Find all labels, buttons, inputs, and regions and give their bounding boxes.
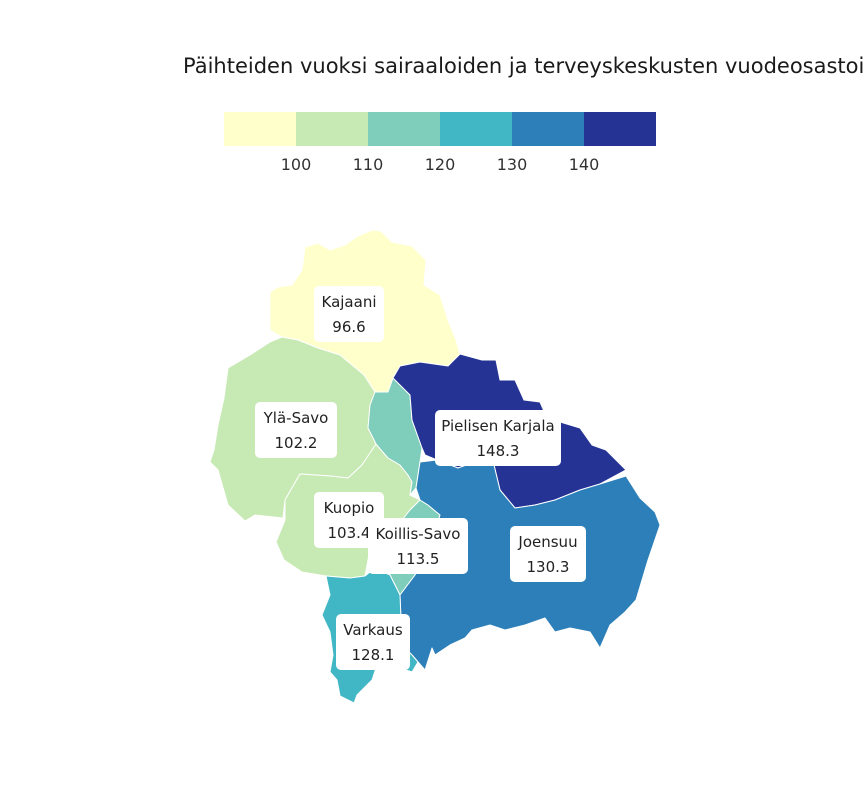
- label-kajaani-value: 96.6: [332, 318, 365, 336]
- label-koillis-savo-value: 113.5: [397, 550, 440, 568]
- label-yla-savo-name: Ylä-Savo: [263, 409, 329, 427]
- label-varkaus-box: [336, 614, 410, 670]
- map-title: Päihteiden vuoksi sairaaloiden ja tervey…: [183, 54, 864, 78]
- label-yla-savo-value: 102.2: [275, 434, 318, 452]
- label-kajaani-box: [314, 286, 384, 342]
- label-kajaani-name: Kajaani: [322, 293, 377, 311]
- legend-swatch-4: [440, 112, 512, 146]
- label-kuopio-box: [314, 492, 384, 548]
- legend-swatch-3: [368, 112, 440, 146]
- legend-swatch-2: [296, 112, 368, 146]
- legend-tick-110: 110: [353, 155, 384, 174]
- label-yla-savo-box: [255, 402, 337, 458]
- legend-tick-130: 130: [497, 155, 528, 174]
- label-varkaus-value: 128.1: [352, 646, 395, 664]
- legend-tick-140: 140: [569, 155, 600, 174]
- region-labels: Kajaani 96.6 Ylä-Savo 102.2 Kuopio 103.4…: [255, 286, 586, 670]
- legend-swatch-5: [512, 112, 584, 146]
- legend: 100 110 120 130 140: [224, 112, 656, 174]
- label-koillis-savo-name: Koillis-Savo: [376, 525, 461, 543]
- label-joensuu: Joensuu 130.3: [510, 526, 586, 582]
- label-varkaus: Varkaus 128.1: [336, 614, 410, 670]
- legend-swatch-6: [584, 112, 656, 146]
- label-joensuu-name: Joensuu: [517, 533, 577, 551]
- label-kuopio-name: Kuopio: [324, 499, 375, 517]
- label-varkaus-name: Varkaus: [343, 621, 403, 639]
- legend-swatch-1: [224, 112, 296, 146]
- label-pielisen-karjala-value: 148.3: [477, 442, 520, 460]
- label-kuopio: Kuopio 103.4: [314, 492, 384, 548]
- label-pielisen-karjala: Pielisen Karjala 148.3: [435, 410, 561, 466]
- label-koillis-savo-box: [368, 518, 468, 574]
- label-joensuu-box: [510, 526, 586, 582]
- label-koillis-savo: Koillis-Savo 113.5: [368, 518, 468, 574]
- label-pielisen-karjala-name: Pielisen Karjala: [441, 417, 554, 435]
- label-yla-savo: Ylä-Savo 102.2: [255, 402, 337, 458]
- legend-tick-120: 120: [425, 155, 456, 174]
- label-kuopio-value: 103.4: [328, 524, 371, 542]
- label-pielisen-karjala-box: [435, 410, 561, 466]
- label-kajaani: Kajaani 96.6: [314, 286, 384, 342]
- label-joensuu-value: 130.3: [527, 558, 570, 576]
- legend-tick-100: 100: [281, 155, 312, 174]
- regions: [209, 229, 661, 704]
